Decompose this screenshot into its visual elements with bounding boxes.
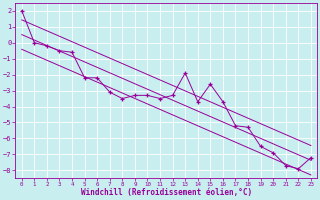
X-axis label: Windchill (Refroidissement éolien,°C): Windchill (Refroidissement éolien,°C) [81, 188, 252, 197]
